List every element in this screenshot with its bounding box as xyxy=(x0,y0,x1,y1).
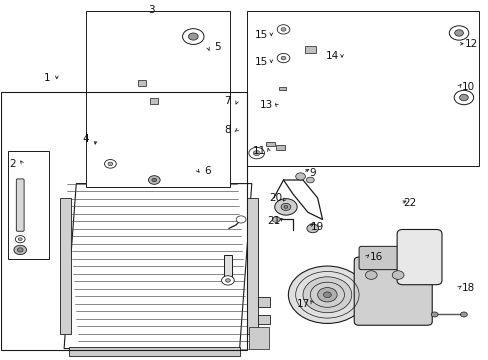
Text: 21: 21 xyxy=(266,216,280,226)
Circle shape xyxy=(454,30,463,36)
FancyBboxPatch shape xyxy=(353,257,431,325)
Text: 12: 12 xyxy=(464,39,477,49)
Bar xyxy=(246,12,478,166)
Text: 7: 7 xyxy=(224,96,230,106)
Circle shape xyxy=(277,25,289,34)
Text: 3: 3 xyxy=(148,5,155,15)
Circle shape xyxy=(306,177,314,183)
Bar xyxy=(86,12,229,187)
Text: 4: 4 xyxy=(82,134,89,144)
Circle shape xyxy=(448,26,468,40)
Circle shape xyxy=(288,266,366,323)
Circle shape xyxy=(15,235,25,243)
Circle shape xyxy=(323,292,330,298)
Text: 9: 9 xyxy=(309,168,315,178)
Bar xyxy=(257,315,269,324)
Text: 2: 2 xyxy=(10,159,16,169)
Circle shape xyxy=(365,271,376,279)
Text: 18: 18 xyxy=(461,283,474,293)
Text: 11: 11 xyxy=(252,146,265,156)
Bar xyxy=(150,98,158,104)
Circle shape xyxy=(152,178,157,182)
Circle shape xyxy=(221,276,234,285)
Text: 15: 15 xyxy=(254,57,267,67)
Circle shape xyxy=(303,277,351,313)
Bar xyxy=(60,198,71,334)
Circle shape xyxy=(188,33,198,40)
FancyBboxPatch shape xyxy=(358,246,424,270)
Text: 5: 5 xyxy=(214,42,221,52)
Bar xyxy=(69,347,239,356)
Text: 19: 19 xyxy=(310,222,324,231)
Circle shape xyxy=(453,90,473,105)
Circle shape xyxy=(236,216,245,223)
Circle shape xyxy=(182,29,203,44)
Circle shape xyxy=(272,217,280,222)
Circle shape xyxy=(277,53,289,63)
Text: 10: 10 xyxy=(461,82,474,92)
Bar xyxy=(266,141,275,146)
Bar xyxy=(138,80,146,86)
Bar xyxy=(8,151,49,259)
Circle shape xyxy=(253,150,260,156)
Text: 6: 6 xyxy=(204,166,211,176)
Circle shape xyxy=(18,238,22,240)
Bar xyxy=(257,297,269,307)
Circle shape xyxy=(225,279,230,282)
Text: 14: 14 xyxy=(325,51,338,61)
Text: 1: 1 xyxy=(43,73,50,83)
Bar xyxy=(249,327,268,348)
Text: 20: 20 xyxy=(269,193,282,203)
FancyBboxPatch shape xyxy=(396,229,441,285)
Text: 15: 15 xyxy=(254,30,267,40)
Polygon shape xyxy=(64,184,251,348)
Text: 16: 16 xyxy=(369,252,382,262)
Circle shape xyxy=(248,147,264,159)
Circle shape xyxy=(17,248,23,252)
Circle shape xyxy=(317,288,336,302)
Text: 8: 8 xyxy=(224,125,230,135)
Circle shape xyxy=(104,159,116,168)
Bar xyxy=(276,145,285,149)
Text: 13: 13 xyxy=(259,100,272,110)
Bar xyxy=(305,46,316,53)
Circle shape xyxy=(430,312,437,317)
Circle shape xyxy=(108,162,113,166)
Circle shape xyxy=(281,203,290,211)
Bar xyxy=(0,92,246,350)
Circle shape xyxy=(459,94,468,101)
Bar xyxy=(278,87,285,90)
Circle shape xyxy=(295,173,305,180)
Circle shape xyxy=(391,271,403,279)
Text: 22: 22 xyxy=(403,198,416,208)
Circle shape xyxy=(284,206,287,208)
Circle shape xyxy=(281,56,285,60)
FancyBboxPatch shape xyxy=(16,179,24,231)
Circle shape xyxy=(281,28,285,31)
Circle shape xyxy=(274,199,297,215)
Circle shape xyxy=(148,176,160,184)
Circle shape xyxy=(306,224,318,233)
Circle shape xyxy=(460,312,467,317)
Text: 17: 17 xyxy=(296,299,309,309)
Bar xyxy=(246,198,257,334)
Circle shape xyxy=(14,245,26,255)
Bar xyxy=(224,255,231,279)
